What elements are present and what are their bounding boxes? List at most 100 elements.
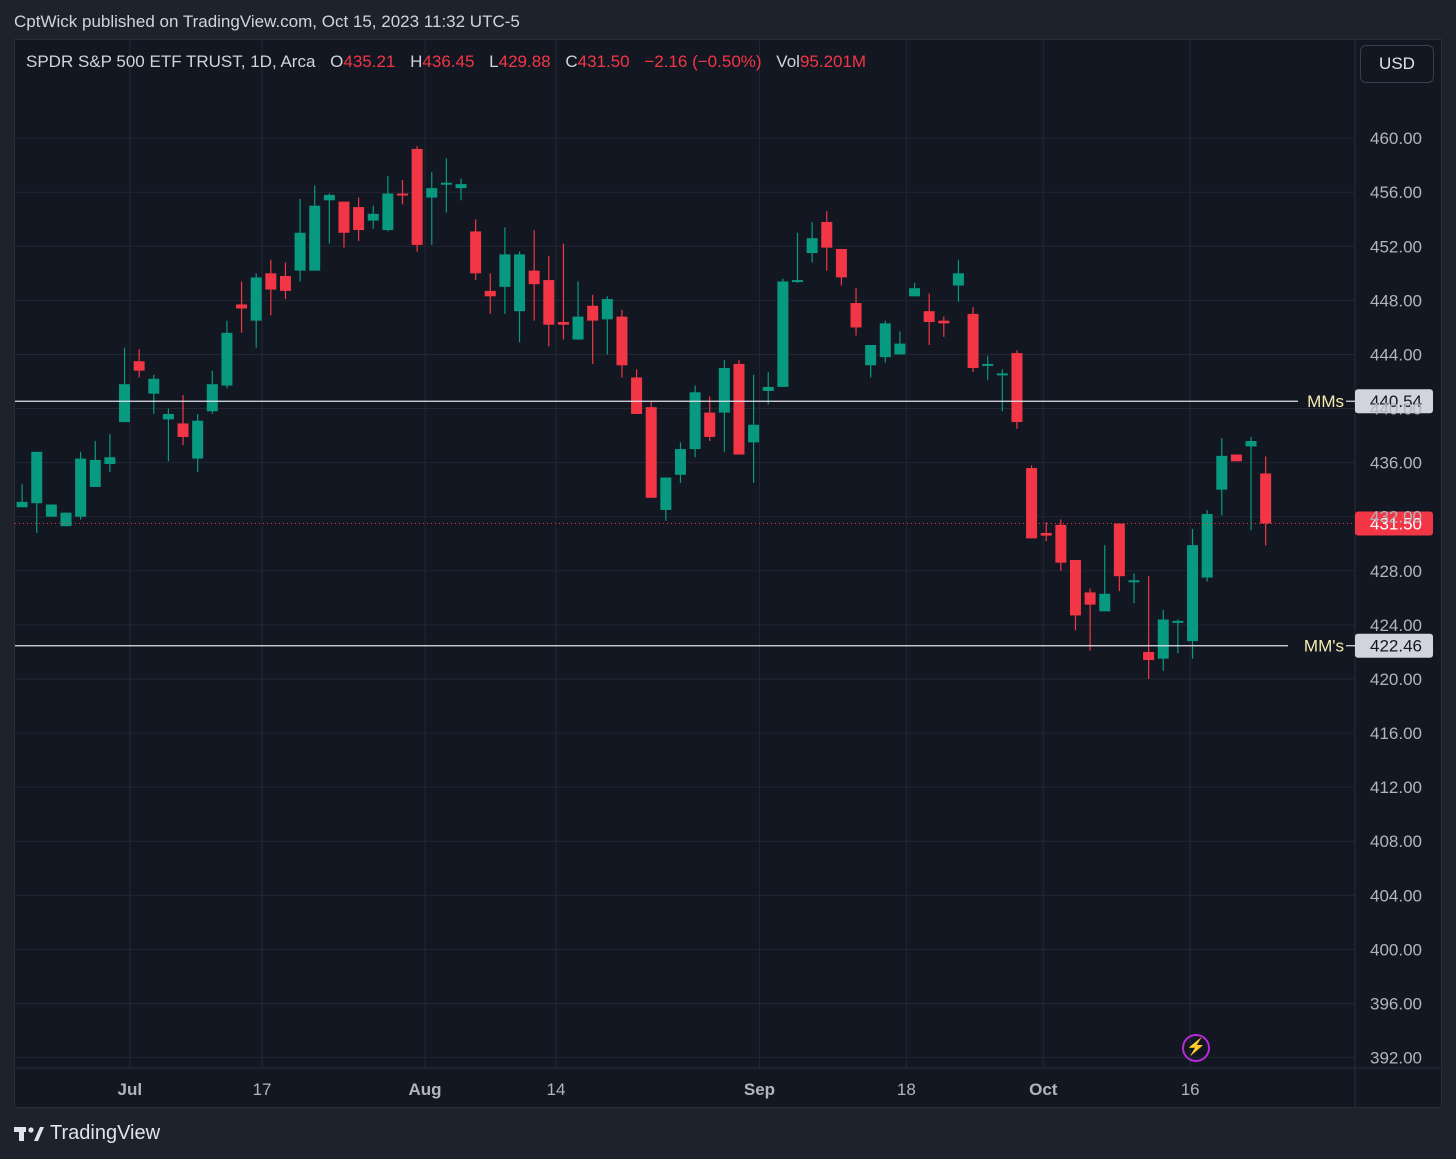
- price-tick-label: 436.00: [1370, 454, 1422, 473]
- candle-body: [294, 232, 306, 271]
- candle-body: [426, 188, 438, 198]
- level-badge-text: 440.54: [1370, 392, 1422, 411]
- time-tick-label: 14: [547, 1080, 566, 1099]
- high-label: H: [410, 52, 423, 71]
- candle-body: [309, 205, 321, 271]
- open-label: O: [330, 52, 344, 71]
- low-value: 429.88: [498, 52, 551, 71]
- lightning-icon[interactable]: ⚡: [1182, 1034, 1210, 1062]
- time-tick-label: Jul: [118, 1080, 143, 1099]
- last-price-text: 431.50: [1370, 514, 1422, 533]
- candle-body: [1201, 514, 1213, 578]
- high-value: 436.45: [422, 52, 475, 71]
- time-axis[interactable]: Jul 17 Aug 14 Sep 18 Oct 16: [118, 1080, 1200, 1099]
- price-tick-label: 452.00: [1370, 237, 1422, 256]
- candle-body: [60, 512, 72, 527]
- time-tick-label: 16: [1181, 1080, 1200, 1099]
- price-tick-label: 432.00: [1370, 508, 1422, 527]
- candle-body: [572, 316, 584, 340]
- candle-body: [104, 457, 116, 464]
- symbol-title[interactable]: SPDR S&P 500 ETF TRUST, 1D, Arca: [26, 52, 316, 71]
- candle-body: [1187, 545, 1199, 642]
- candle-body: [1113, 523, 1125, 577]
- candle-body: [484, 290, 496, 297]
- candle-body: [616, 316, 628, 366]
- candle-body: [75, 458, 87, 517]
- candle-body: [1172, 620, 1184, 623]
- footer-brand: TradingView: [50, 1122, 161, 1144]
- candle-body: [982, 363, 994, 366]
- currency-button[interactable]: USD: [1360, 45, 1434, 83]
- price-tick-label: 460.00: [1370, 129, 1422, 148]
- candle-body: [177, 423, 189, 437]
- candle-body: [733, 363, 745, 455]
- candle-body: [674, 449, 686, 475]
- candle-body: [353, 207, 365, 231]
- level-badge: [1355, 389, 1433, 414]
- level-badge: [1355, 633, 1433, 658]
- level-label: MMs: [1307, 392, 1344, 411]
- tradingview-footer[interactable]: TradingView: [14, 1122, 160, 1145]
- price-tick-label: 428.00: [1370, 562, 1422, 581]
- candle-body: [338, 201, 350, 233]
- candle-body: [279, 276, 291, 291]
- candle-body: [514, 254, 526, 312]
- price-tick-label: 400.00: [1370, 940, 1422, 959]
- last-price-badge: [1355, 511, 1433, 536]
- candle-body: [1157, 619, 1169, 659]
- candle-body: [323, 194, 335, 201]
- candle-body: [367, 213, 379, 221]
- price-tick-label: 440.00: [1370, 400, 1422, 419]
- time-tick-label: 18: [897, 1080, 916, 1099]
- candle-body: [528, 270, 540, 285]
- candle-body: [382, 193, 394, 231]
- price-tick-label: 396.00: [1370, 995, 1422, 1014]
- candle-body: [1230, 454, 1242, 462]
- candle-body: [206, 384, 218, 412]
- time-tick-label: Sep: [744, 1080, 775, 1099]
- candle-body: [689, 392, 701, 450]
- open-value: 435.21: [343, 52, 396, 71]
- candle-body: [806, 238, 818, 254]
- candle-body: [396, 193, 408, 196]
- candle-body: [631, 377, 643, 414]
- low-label: L: [489, 52, 499, 71]
- candle-body: [236, 304, 248, 309]
- candle-body: [1069, 559, 1081, 616]
- candle-body: [411, 148, 423, 245]
- candle-body: [909, 288, 921, 297]
- candle-body: [1055, 524, 1067, 563]
- candle-body: [265, 273, 277, 290]
- candle-body: [16, 501, 28, 508]
- candle-body: [440, 182, 452, 185]
- candle-body: [587, 305, 599, 321]
- ohlc-legend: SPDR S&P 500 ETF TRUST, 1D, Arca O435.21…: [26, 52, 866, 72]
- candle-body: [792, 280, 804, 283]
- candle-body: [996, 373, 1008, 376]
- price-tick-label: 416.00: [1370, 724, 1422, 743]
- candle-body: [192, 420, 204, 459]
- price-tick-label: 392.00: [1370, 1049, 1422, 1068]
- candle-body: [455, 184, 467, 189]
- volume-label: Vol: [776, 52, 800, 71]
- candle-body: [250, 277, 262, 321]
- candle-body: [923, 311, 935, 323]
- price-axis[interactable]: 392.00 396.00 400.00 404.00 408.00 412.00 416.…: [1370, 129, 1422, 1067]
- candle-body: [850, 303, 862, 328]
- candle-body: [543, 280, 555, 325]
- candle-body: [1216, 455, 1228, 490]
- price-tick-label: 448.00: [1370, 291, 1422, 310]
- price-tick-label: 412.00: [1370, 778, 1422, 797]
- price-tick-label: 404.00: [1370, 886, 1422, 905]
- candle-body: [1040, 532, 1052, 536]
- close-value: 431.50: [577, 52, 630, 71]
- candle-body: [704, 412, 716, 437]
- price-tick-label: 456.00: [1370, 183, 1422, 202]
- candle-body: [1260, 473, 1272, 524]
- candles: [16, 146, 1272, 679]
- candle-body: [45, 504, 57, 517]
- change-value: −2.16 (−0.50%): [644, 52, 762, 71]
- candle-body: [31, 451, 43, 504]
- price-tick-label: 424.00: [1370, 616, 1422, 635]
